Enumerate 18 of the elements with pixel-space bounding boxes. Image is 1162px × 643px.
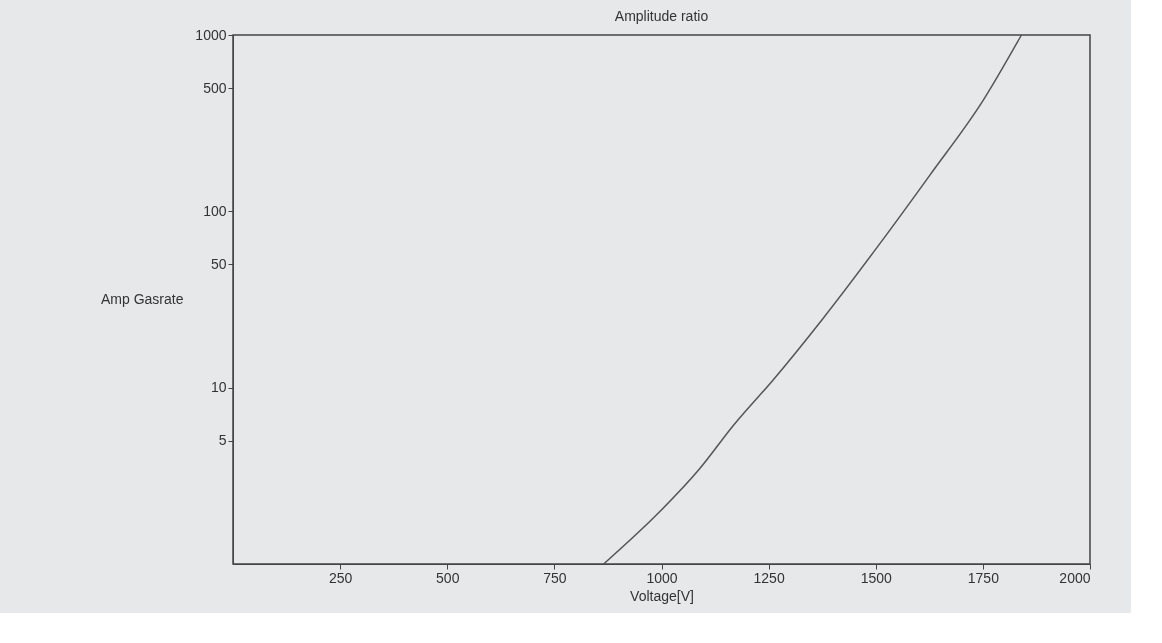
x-tick-label: 1250: [753, 569, 785, 586]
y-axis-title: Amp Gasrate: [101, 291, 184, 307]
x-tick-label: 500: [436, 569, 460, 586]
x-tick-label: 750: [543, 569, 567, 586]
chart-title: Amplitude ratio: [614, 8, 709, 24]
x-axis-title: Voltage[V]: [630, 587, 694, 604]
x-tick-label: 1500: [860, 569, 893, 586]
y-tick-label: 100: [203, 202, 227, 219]
y-tick-label: 5: [218, 432, 227, 449]
x-tick-label: 1750: [967, 569, 1000, 586]
y-tick-label: 10: [210, 379, 227, 396]
y-tick-label: 50: [210, 255, 227, 272]
x-tick-label: 250: [328, 569, 353, 586]
y-tick-label: 500: [203, 79, 227, 96]
y-tick-label: 1000: [195, 26, 227, 43]
x-tick-label: 2000: [1059, 569, 1091, 586]
line-series: [602, 34, 1023, 565]
x-tick-label: 1000: [646, 569, 678, 586]
